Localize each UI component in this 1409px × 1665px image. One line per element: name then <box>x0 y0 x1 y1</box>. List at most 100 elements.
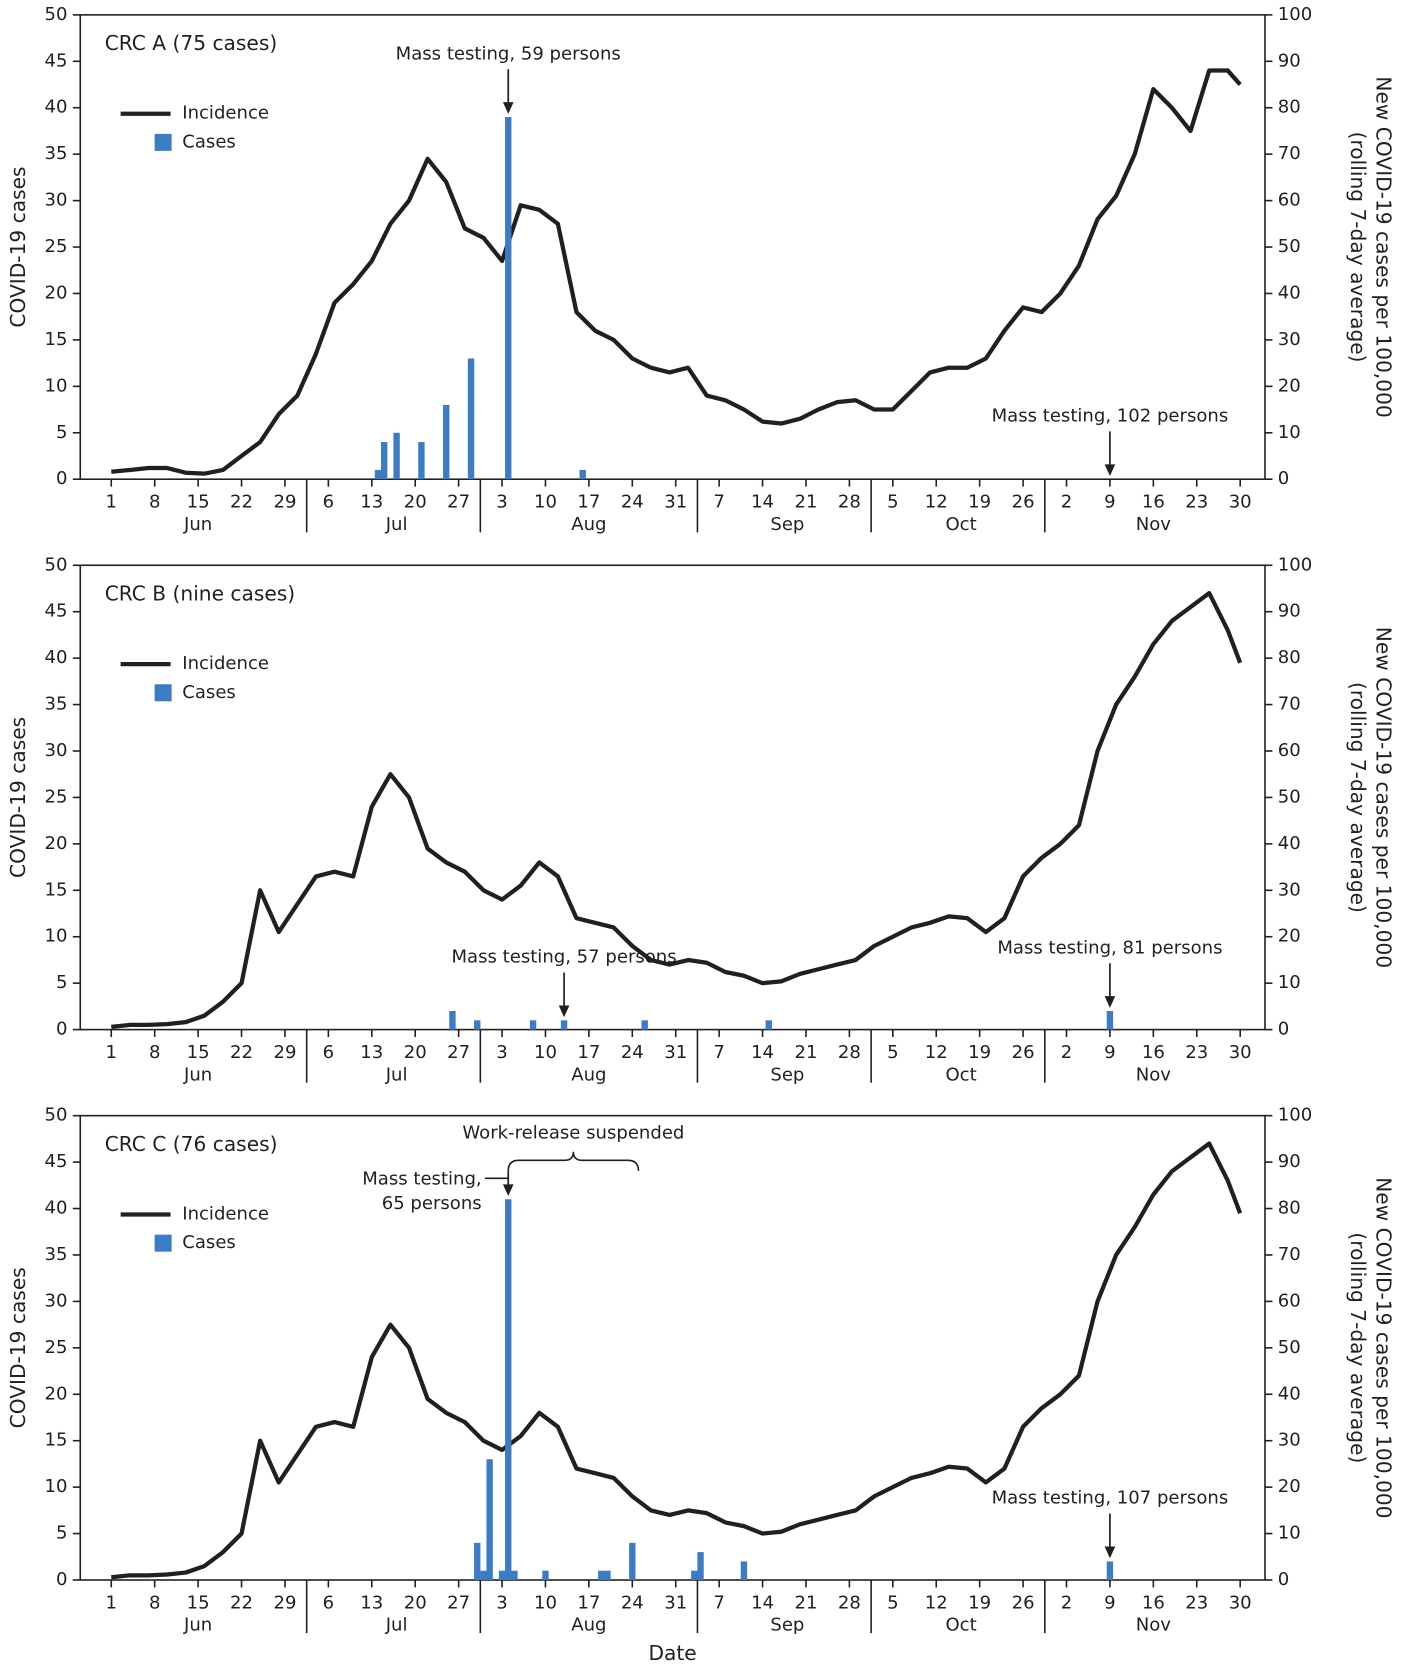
case-bar <box>697 1552 704 1580</box>
month-label: Sep <box>770 1064 804 1085</box>
annotation: Mass testing, 102 persons <box>992 406 1229 427</box>
x-tick-label: 16 <box>1142 1592 1165 1613</box>
x-tick-label: 13 <box>360 1592 383 1613</box>
month-label: Jul <box>385 1064 408 1085</box>
x-tick-label: 22 <box>230 492 253 513</box>
annotation: 65 persons <box>382 1193 482 1214</box>
y-tick-label: 30 <box>45 1290 68 1311</box>
x-tick-label: 28 <box>838 1042 861 1063</box>
x-tick-label: 21 <box>794 1042 817 1063</box>
y2-tick-label: 60 <box>1278 740 1301 761</box>
x-tick-label: 20 <box>404 1042 427 1063</box>
x-tick-label: 2 <box>1061 1592 1072 1613</box>
x-tick-label: 31 <box>664 492 687 513</box>
month-label: Oct <box>945 1615 976 1636</box>
x-axis-label: Date <box>649 1641 697 1665</box>
y2-tick-label: 100 <box>1278 1105 1312 1126</box>
y-tick-label: 25 <box>45 1337 68 1358</box>
month-label: Nov <box>1136 514 1172 535</box>
x-tick-label: 26 <box>1012 1592 1035 1613</box>
y-tick-label: 45 <box>45 50 68 71</box>
x-tick-label: 7 <box>713 1042 724 1063</box>
incidence-line <box>111 1141 1243 1580</box>
x-tick-label: 22 <box>230 1592 253 1613</box>
x-tick-label: 24 <box>621 1042 644 1063</box>
bracket-label: Work-release suspended <box>462 1123 684 1144</box>
x-tick-label: 12 <box>925 1042 948 1063</box>
case-bar <box>604 1570 611 1580</box>
x-tick-label: 23 <box>1185 1042 1208 1063</box>
bracket <box>507 1151 640 1171</box>
x-tick-label: 6 <box>323 492 334 513</box>
y2-tick-label: 20 <box>1278 926 1301 947</box>
legend-label: Incidence <box>182 103 269 124</box>
y2-tick-label: 0 <box>1278 1569 1289 1590</box>
x-tick-label: 5 <box>887 1592 898 1613</box>
y2-tick-label: 90 <box>1278 1151 1301 1172</box>
month-label: Jul <box>385 514 408 535</box>
x-tick-label: 5 <box>887 1042 898 1063</box>
y2-tick-label: 80 <box>1278 97 1301 118</box>
y-tick-label: 40 <box>45 1198 68 1219</box>
y-tick-label: 25 <box>45 786 68 807</box>
y-tick-label: 30 <box>45 190 68 211</box>
arrow-head <box>1104 1546 1116 1559</box>
y2-tick-label: 100 <box>1278 4 1312 25</box>
x-tick-label: 27 <box>447 492 470 513</box>
case-bar <box>1106 1561 1114 1580</box>
annotation: Mass testing, 59 persons <box>396 43 621 64</box>
y-tick-label: 0 <box>56 468 67 489</box>
y2-tick-label: 40 <box>1278 833 1301 854</box>
y2-tick-label: 50 <box>1278 236 1301 257</box>
y2-tick-label: 0 <box>1278 1019 1289 1040</box>
y2-axis-label: (rolling 7-day average) <box>1346 682 1370 913</box>
x-tick-label: 13 <box>360 492 383 513</box>
y-tick-label: 15 <box>45 879 68 900</box>
month-label: Jun <box>183 1615 212 1636</box>
y2-tick-label: 20 <box>1278 1476 1301 1497</box>
case-bar <box>474 1020 481 1030</box>
y2-tick-label: 100 <box>1278 554 1312 575</box>
y2-tick-label: 50 <box>1278 786 1301 807</box>
x-tick-label: 8 <box>149 1592 160 1613</box>
x-tick-label: 17 <box>577 1042 600 1063</box>
case-bar <box>529 1020 537 1030</box>
y2-tick-label: 60 <box>1278 1290 1301 1311</box>
case-bar <box>486 1459 493 1580</box>
y2-tick-label: 50 <box>1278 1337 1301 1358</box>
y-tick-label: 20 <box>45 833 68 854</box>
x-tick-label: 21 <box>794 1592 817 1613</box>
y-tick-label: 10 <box>45 926 68 947</box>
case-bar <box>560 1020 568 1030</box>
y-tick-label: 45 <box>45 1151 68 1172</box>
legend-label: Incidence <box>182 653 269 674</box>
y-tick-label: 10 <box>45 1476 68 1497</box>
y-tick-label: 15 <box>45 329 68 350</box>
legend-swatch <box>154 1234 172 1252</box>
legend-swatch <box>154 684 172 702</box>
case-bar <box>691 1570 698 1580</box>
x-tick-label: 14 <box>751 492 774 513</box>
y-tick-label: 45 <box>45 601 68 622</box>
case-bar <box>505 1199 512 1580</box>
month-label: Aug <box>571 1615 606 1636</box>
x-tick-label: 8 <box>149 1042 160 1063</box>
x-tick-label: 14 <box>751 1592 774 1613</box>
y2-axis-label: (rolling 7-day average) <box>1346 1232 1370 1463</box>
case-bar <box>381 442 388 480</box>
month-label: Aug <box>571 514 606 535</box>
y-tick-label: 50 <box>45 1105 68 1126</box>
x-tick-label: 16 <box>1142 1042 1165 1063</box>
legend-label: Cases <box>182 1232 236 1253</box>
case-bar <box>474 1542 481 1580</box>
y-tick-label: 40 <box>45 647 68 668</box>
month-label: Nov <box>1136 1064 1172 1085</box>
x-tick-label: 7 <box>713 492 724 513</box>
x-tick-label: 29 <box>273 1042 296 1063</box>
y2-axis-label: New COVID-19 cases per 100,000 <box>1371 76 1395 417</box>
y2-tick-label: 40 <box>1278 1383 1301 1404</box>
annotation: Mass testing, 107 persons <box>992 1488 1229 1509</box>
x-tick-label: 29 <box>273 1592 296 1613</box>
x-tick-label: 1 <box>106 1042 117 1063</box>
incidence-line <box>111 590 1243 1029</box>
